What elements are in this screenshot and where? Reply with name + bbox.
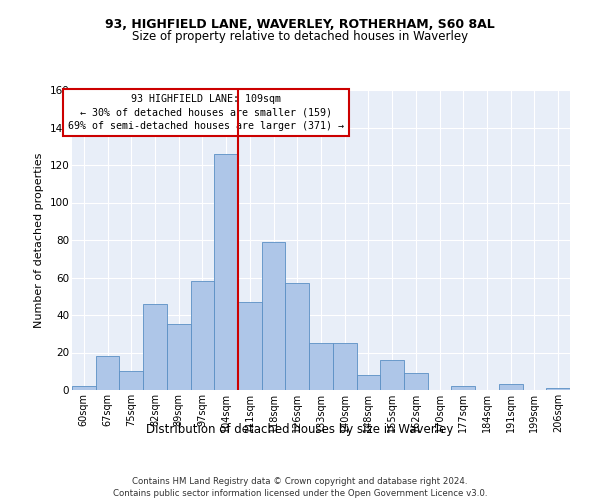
Bar (214, 154, 238, 390)
Bar (309, 343, 333, 390)
Text: 93 HIGHFIELD LANE: 109sqm
← 30% of detached houses are smaller (159)
69% of semi: 93 HIGHFIELD LANE: 109sqm ← 30% of detac… (68, 94, 344, 131)
Text: Distribution of detached houses by size in Waverley: Distribution of detached houses by size … (146, 422, 454, 436)
Y-axis label: Number of detached properties: Number of detached properties (34, 152, 44, 328)
Bar (191, 281, 214, 390)
Bar (119, 371, 143, 390)
Text: 93, HIGHFIELD LANE, WAVERLEY, ROTHERHAM, S60 8AL: 93, HIGHFIELD LANE, WAVERLEY, ROTHERHAM,… (105, 18, 495, 30)
Bar (546, 388, 570, 390)
Bar (167, 324, 191, 390)
Bar (380, 360, 404, 390)
Bar (262, 242, 286, 390)
Bar (499, 384, 523, 390)
Bar (333, 343, 356, 390)
Bar (96, 356, 119, 390)
Text: Contains public sector information licensed under the Open Government Licence v3: Contains public sector information licen… (113, 489, 487, 498)
Text: Contains HM Land Registry data © Crown copyright and database right 2024.: Contains HM Land Registry data © Crown c… (132, 478, 468, 486)
Bar (238, 302, 262, 390)
Bar (72, 386, 96, 390)
Text: Size of property relative to detached houses in Waverley: Size of property relative to detached ho… (132, 30, 468, 43)
Bar (143, 304, 167, 390)
Bar (286, 283, 309, 390)
Bar (404, 373, 428, 390)
Bar (356, 375, 380, 390)
Bar (451, 386, 475, 390)
